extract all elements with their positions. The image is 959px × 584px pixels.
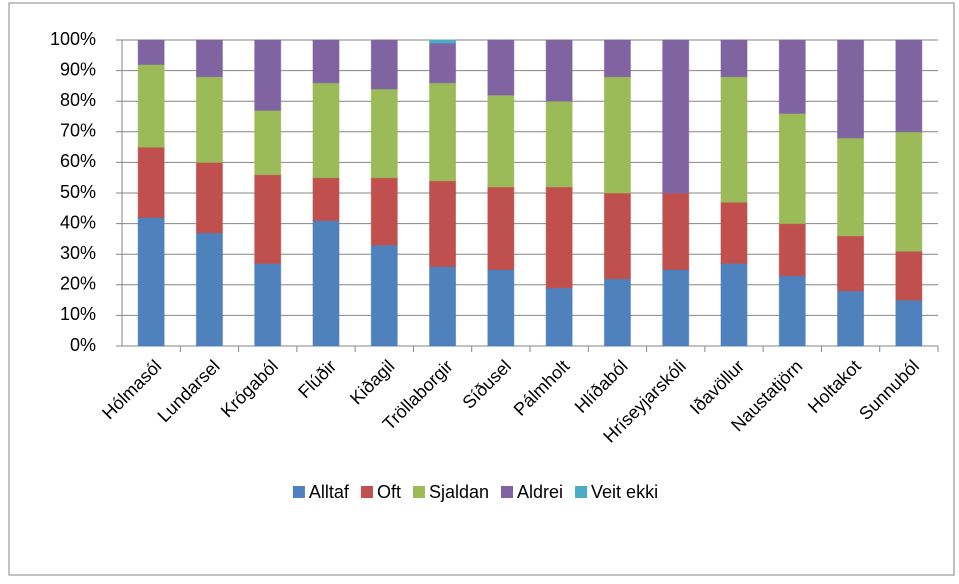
bar-segment — [895, 39, 923, 133]
bar-segment — [312, 82, 340, 179]
legend-swatch — [412, 486, 425, 498]
bar-segment — [895, 131, 923, 252]
y-tick-label: 80% — [60, 90, 96, 110]
bar-segment — [429, 180, 457, 267]
y-tick-label: 60% — [60, 151, 96, 171]
bar-segment — [837, 290, 865, 347]
bar-segment — [545, 39, 573, 102]
bar-segment — [137, 146, 165, 218]
bar-segment — [370, 88, 398, 179]
bar-segment — [429, 39, 457, 44]
bar-segment — [254, 174, 282, 264]
legend-swatch — [575, 486, 588, 498]
bar-segment — [837, 39, 865, 139]
bar-segment — [720, 262, 748, 347]
bar-segment — [603, 192, 631, 280]
bar-segment — [895, 250, 923, 301]
bar-segment — [370, 39, 398, 90]
bar-segment — [487, 94, 515, 188]
bar-segment — [487, 269, 515, 347]
bar-segment — [195, 232, 223, 347]
legend-label: Veit ekki — [591, 482, 658, 502]
bar-segment — [137, 216, 165, 347]
legend-swatch — [360, 486, 373, 498]
bar-segment — [195, 76, 223, 163]
y-tick-label: 0% — [70, 335, 96, 355]
legend-label: Aldrei — [517, 482, 563, 502]
bar-segment — [837, 235, 865, 292]
bar-segment — [545, 287, 573, 347]
bar-segment — [195, 161, 223, 234]
bar-segment — [195, 39, 223, 78]
bar-segment — [720, 76, 748, 203]
legend-label: Oft — [377, 482, 401, 502]
y-tick-label: 70% — [60, 121, 96, 141]
y-tick-label: 100% — [50, 29, 96, 49]
bar-segment — [254, 39, 282, 111]
legend-swatch — [292, 486, 305, 498]
bar-segment — [778, 39, 806, 114]
y-tick-label: 20% — [60, 274, 96, 294]
y-tick-label: 50% — [60, 182, 96, 202]
bar-segment — [370, 177, 398, 246]
bar-segment — [370, 244, 398, 347]
bar-segment — [545, 186, 573, 289]
bar-segment — [487, 39, 515, 96]
bar-segment — [662, 192, 690, 270]
bar-segment — [662, 269, 690, 347]
bar-segment — [778, 223, 806, 277]
bar-segment — [662, 39, 690, 194]
y-tick-label: 10% — [60, 304, 96, 324]
bar-segment — [837, 137, 865, 237]
bar-segment — [137, 63, 165, 148]
bar-segment — [603, 278, 631, 347]
bar-segment — [429, 42, 457, 84]
bar-segment — [254, 262, 282, 347]
bar-segment — [312, 220, 340, 347]
bar-segment — [603, 39, 631, 78]
legend-label: Sjaldan — [429, 482, 489, 502]
bar-segment — [429, 265, 457, 347]
bar-segment — [545, 100, 573, 188]
bar-segment — [312, 177, 340, 222]
y-tick-label: 40% — [60, 212, 96, 232]
bar-segment — [720, 201, 748, 264]
bar-segment — [895, 299, 923, 347]
legend-label: Alltaf — [309, 482, 350, 502]
y-tick-label: 90% — [60, 59, 96, 79]
bar-segment — [254, 109, 282, 176]
bar-segment — [778, 112, 806, 225]
bar-segment — [720, 39, 748, 78]
legend-swatch — [501, 486, 514, 498]
bar-segment — [137, 39, 165, 65]
bar-segment — [603, 76, 631, 194]
bar-segment — [778, 275, 806, 347]
bar-segment — [312, 39, 340, 84]
bar-segment — [487, 186, 515, 271]
y-tick-label: 30% — [60, 243, 96, 263]
bar-segment — [429, 82, 457, 182]
